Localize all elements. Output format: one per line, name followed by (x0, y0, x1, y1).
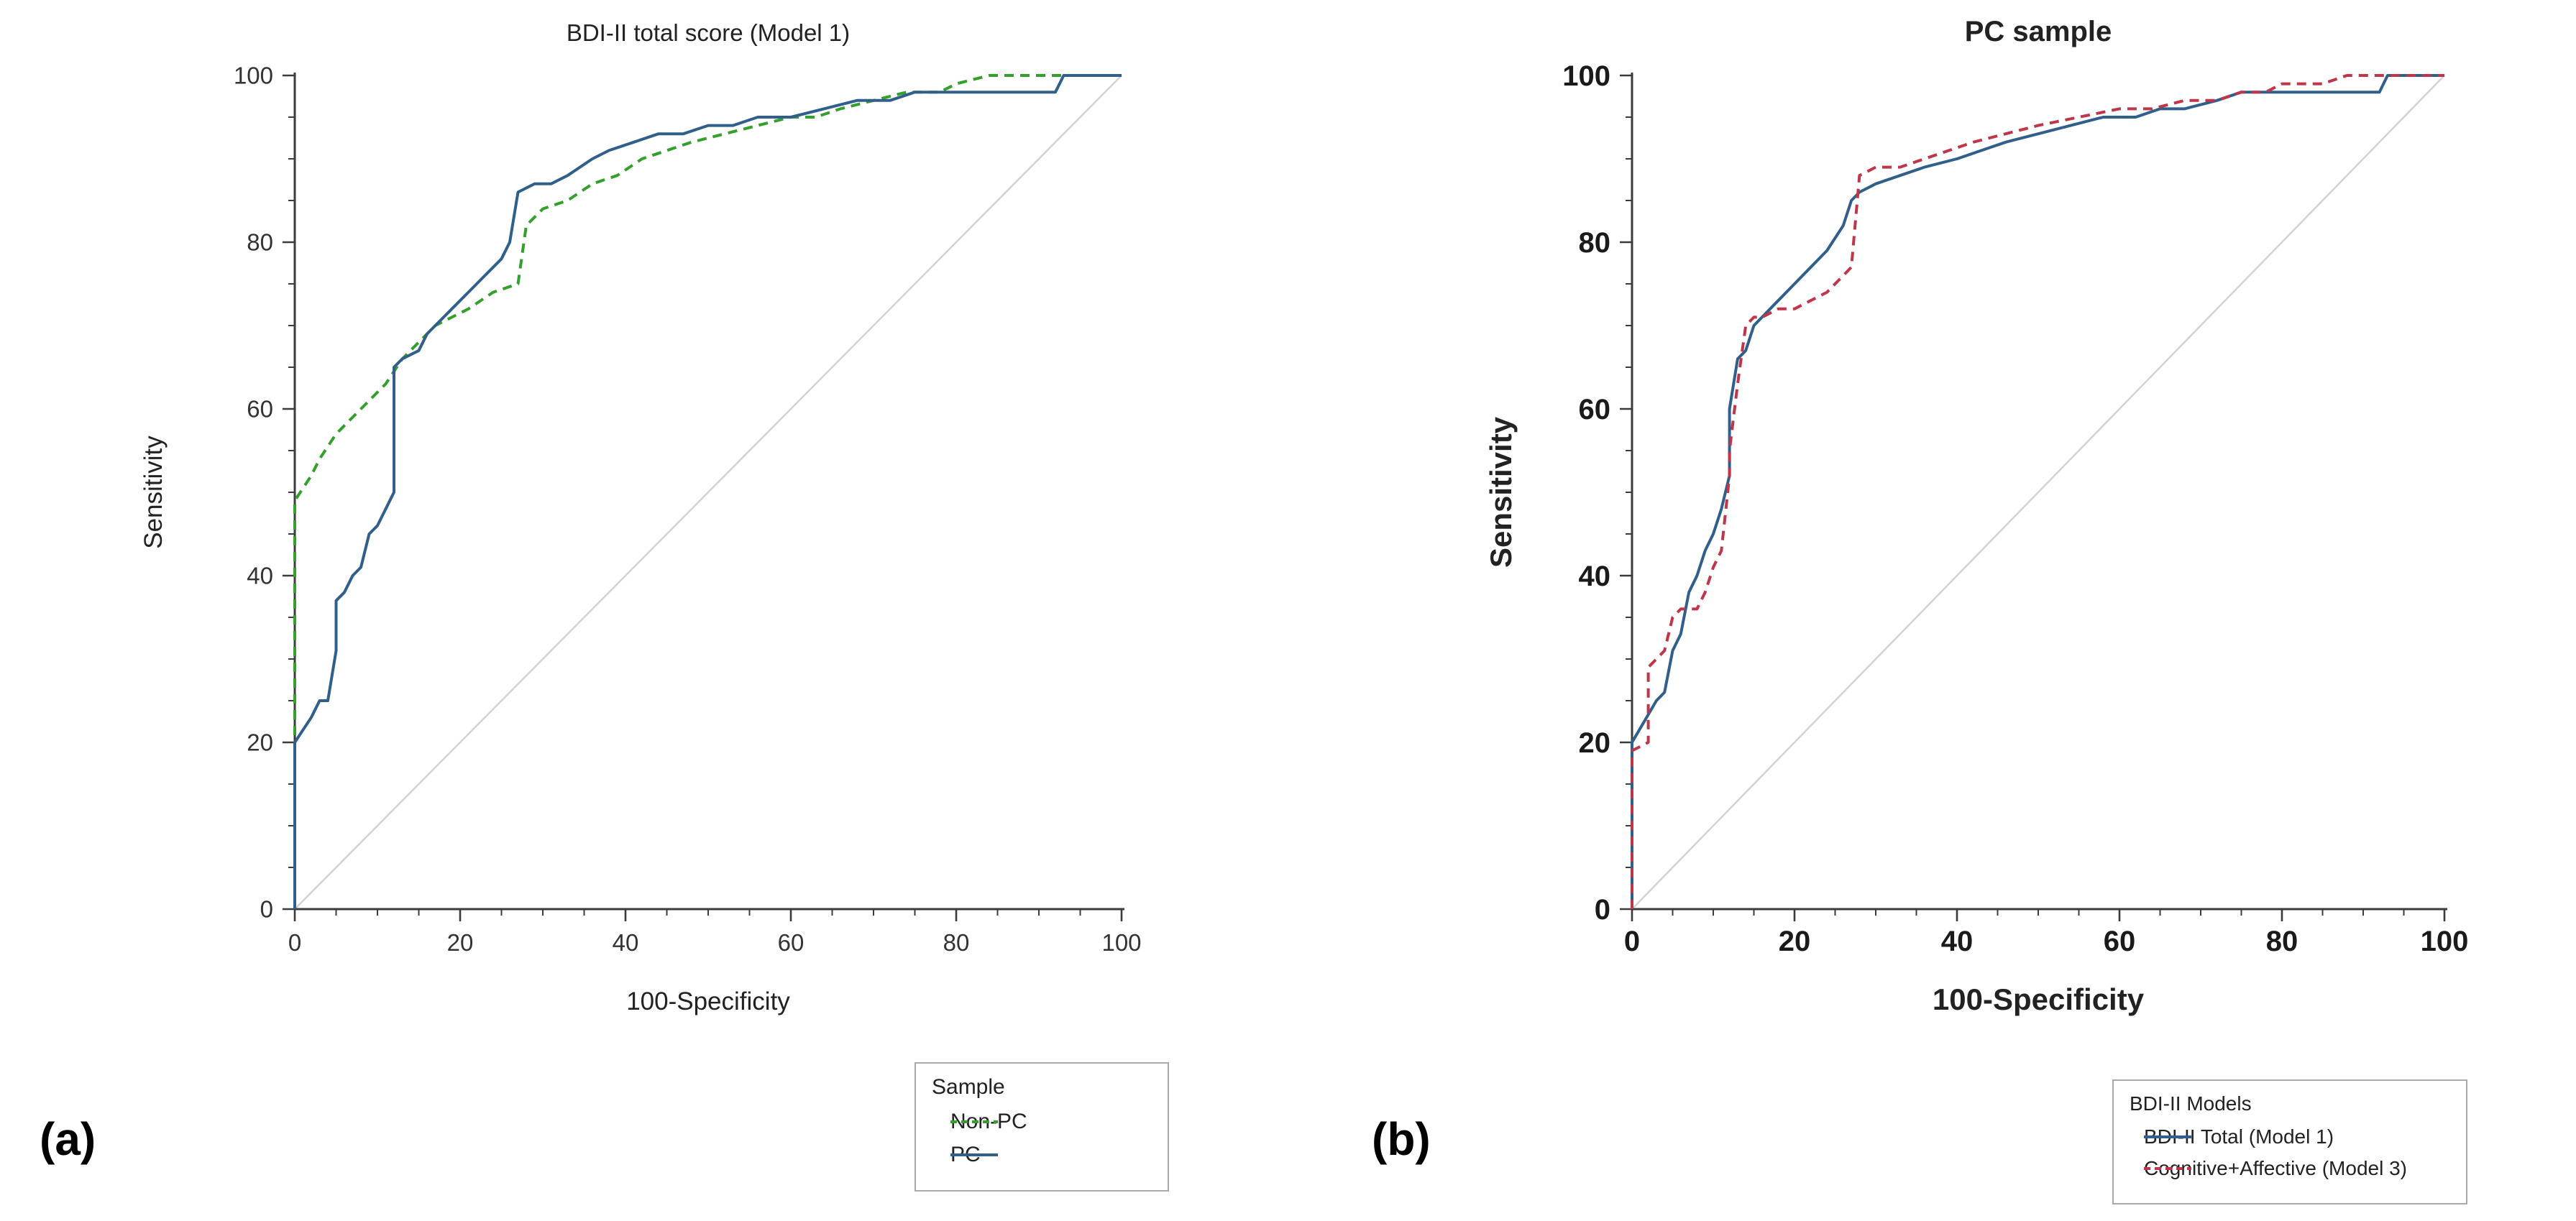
legend-entry: BDI-II Total (Model 1) (2144, 1125, 2446, 1148)
x-tick-label: 40 (613, 929, 639, 956)
legend-line-sample (950, 1120, 998, 1123)
legend-line-sample (950, 1153, 998, 1156)
y-tick-label: 80 (247, 229, 273, 256)
y-tick-label: 60 (1579, 394, 1611, 425)
roc-curve-cognitive-affective-model-3- (1631, 74, 2444, 909)
y-axis-label: Sensitivity (1484, 416, 1518, 568)
panel-b-label: (b) (1372, 1113, 1431, 1165)
x-tick-label: 20 (447, 929, 474, 956)
legend-entry: Non-PC (950, 1110, 1147, 1134)
chart-a: 0 20 40 60 80 100 0 20 40 60 80 100 BDI-II total sco… (139, 19, 1142, 1015)
legend-sample: Sample Non-PC PC (915, 1062, 1169, 1192)
legend-line-sample (2144, 1167, 2191, 1170)
legend-title: BDI-II Models (2130, 1092, 2252, 1115)
y-tick-label: 60 (247, 396, 273, 423)
x-tick-label: 0 (1624, 926, 1640, 957)
roc-curve-bdi-ii-total-model-1- (1631, 74, 2444, 909)
x-tick-label: 80 (943, 929, 970, 956)
x-tick-label: 0 (288, 929, 301, 956)
y-tick-label: 0 (260, 896, 273, 923)
x-tick-label: 20 (1779, 926, 1811, 957)
legend-title: Sample (932, 1075, 1005, 1099)
legend-entry: PC (950, 1143, 1147, 1167)
reference-diagonal (294, 75, 1122, 910)
legend-entry: Cognitive+Affective (Model 3) (2144, 1157, 2446, 1180)
y-axis-label: Sensitivity (139, 436, 168, 549)
x-tick-label: 100 (1101, 929, 1141, 956)
chart-title: PC sample (1965, 16, 2112, 47)
y-tick-label: 20 (247, 729, 273, 756)
roc-curve-non-pc (293, 74, 1122, 909)
y-tick-label: 20 (1579, 727, 1611, 759)
y-tick-label: 0 (1595, 894, 1610, 926)
chart-title: BDI-II total score (Model 1) (567, 19, 850, 46)
x-axis-label: 100-Specificity (626, 987, 790, 1015)
legend-line-sample (2144, 1135, 2191, 1138)
y-tick-label: 80 (1579, 227, 1611, 259)
y-tick-label: 100 (234, 63, 273, 89)
legend-bdi-models: BDI-II Models BDI-II Total (Model 1) Cogni… (2112, 1079, 2467, 1204)
x-tick-label: 60 (2104, 926, 2136, 957)
y-tick-label: 40 (1579, 561, 1611, 592)
x-tick-label: 60 (778, 929, 805, 956)
y-tick-label: 100 (1562, 60, 1610, 92)
panel-a-label: (a) (40, 1113, 96, 1165)
roc-curve-pc (293, 74, 1122, 909)
x-tick-label: 100 (2421, 926, 2469, 957)
y-tick-label: 40 (247, 563, 273, 589)
x-tick-label: 80 (2266, 926, 2298, 957)
reference-diagonal (1631, 75, 2445, 910)
x-tick-label: 40 (1941, 926, 1974, 957)
x-axis-label: 100-Specificity (1933, 982, 2145, 1016)
chart-b: 0 20 40 60 80 100 0 20 40 60 80 100 PC sample 100-Spe… (1484, 16, 2469, 1016)
